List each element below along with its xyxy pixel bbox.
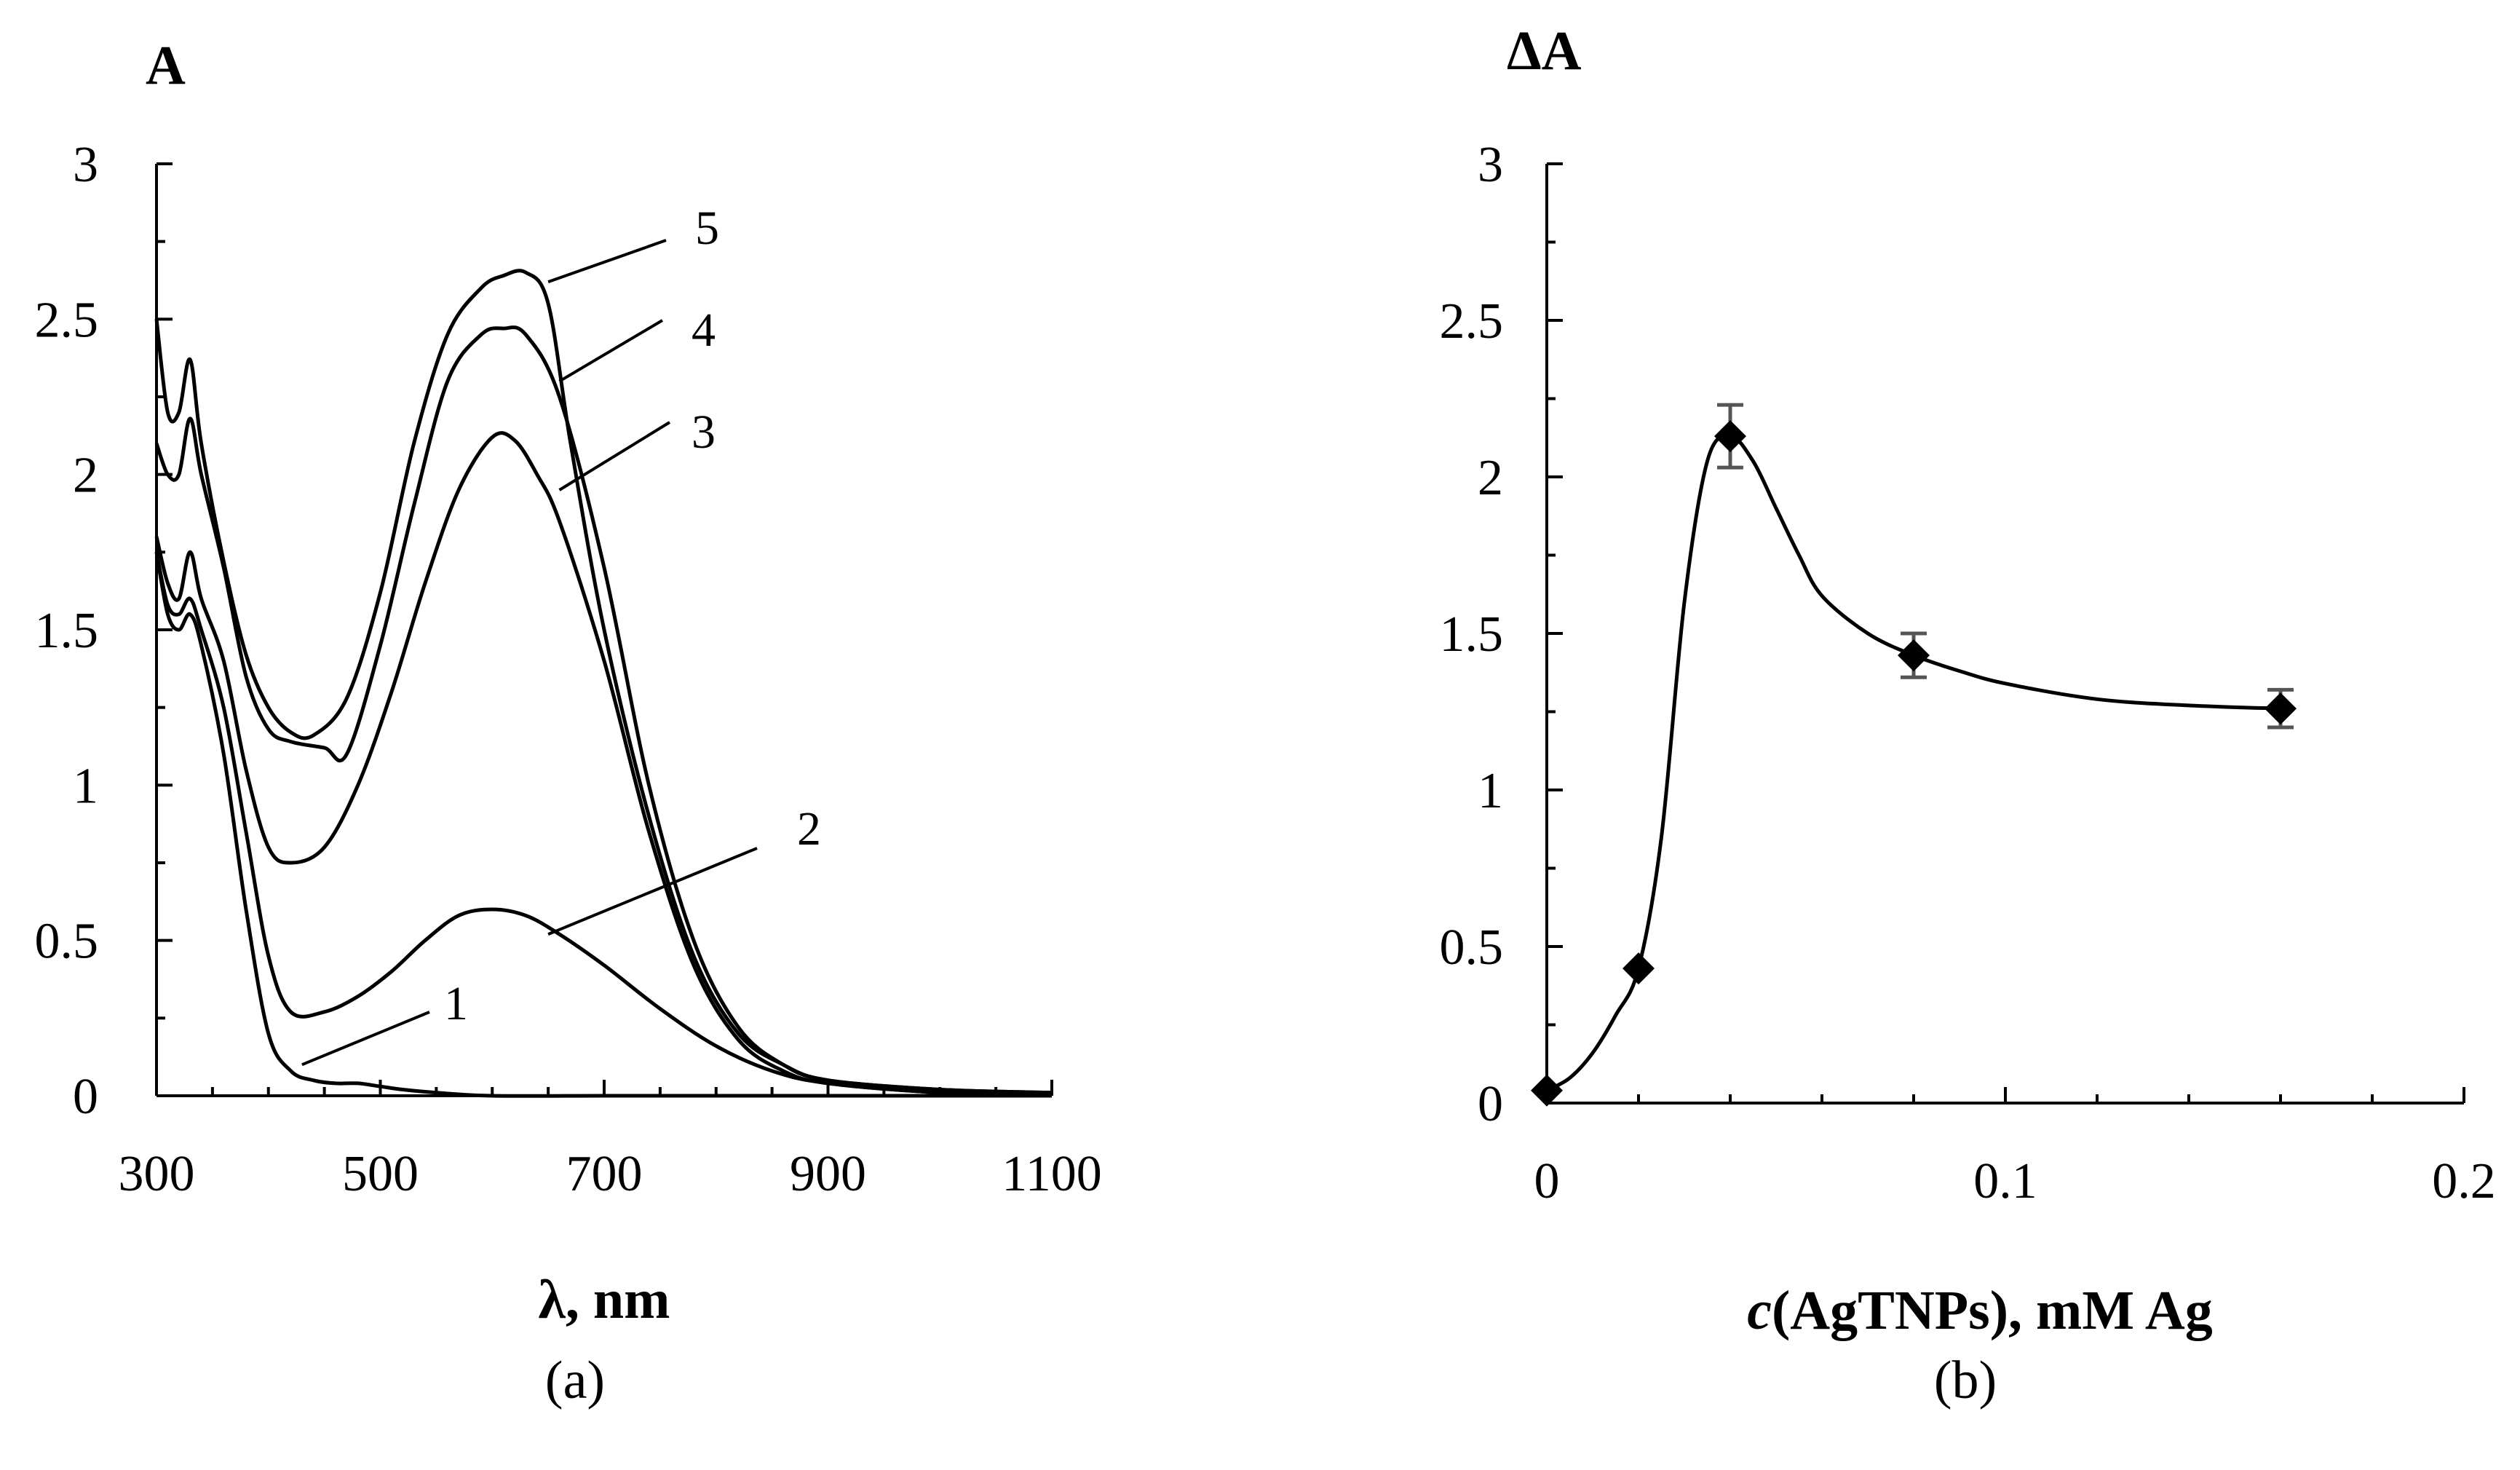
data-point-marker xyxy=(1622,952,1655,985)
y-tick-label-a: 3 xyxy=(73,137,98,193)
y-tick-label-a: 0 xyxy=(73,1069,98,1125)
y-tick-label-b: 2 xyxy=(1478,450,1503,506)
panel-b-caption: (b) xyxy=(1934,1351,1997,1410)
data-point-marker xyxy=(1898,639,1930,672)
series-2-leader xyxy=(547,847,758,936)
y-tick-label-a: 1 xyxy=(73,758,98,814)
y-tick-label-a: 2.5 xyxy=(35,292,99,348)
series-1-label: 1 xyxy=(444,977,468,1030)
series-2-label: 2 xyxy=(797,802,821,855)
y-axis-title-b: ΔA xyxy=(1507,20,1582,82)
series-3-label: 3 xyxy=(692,406,716,459)
series-5-line xyxy=(154,269,1053,1095)
panel-a-spectra-chart: 0 0.5 1 1.5 2 2.5 3 300 500 700 900 1100 Aλ, nm 1 2 3 4 5 xyxy=(35,35,1102,1330)
y-tick-label-b: 0 xyxy=(1478,1076,1503,1132)
x-axis-title-b-rest: (AgTNPs), mM Ag xyxy=(1772,1280,2213,1341)
x-tick-label-b: 0.1 xyxy=(1973,1153,2037,1209)
x-tick-label-b: 0 xyxy=(1534,1153,1560,1209)
data-point-marker xyxy=(2265,692,2297,725)
x-tick-label-a: 500 xyxy=(342,1146,419,1202)
fit-curve-b xyxy=(1545,434,2281,1093)
series-4-leader xyxy=(558,319,664,383)
y-tick-label-b: 3 xyxy=(1478,137,1503,193)
y-tick-label-a: 2 xyxy=(73,448,98,504)
series-2-line xyxy=(154,551,1053,1098)
data-point-marker xyxy=(1531,1074,1563,1107)
y-tick-label-b: 2.5 xyxy=(1440,293,1504,349)
x-tick-label-a: 700 xyxy=(566,1146,643,1202)
y-tick-label-a: 0.5 xyxy=(35,914,99,970)
series-1-leader xyxy=(301,1011,430,1067)
panel-b-delta-absorbance-chart: 0 0.5 1 1.5 2 2.5 3 0 0.1 0.2 ΔA c(AgTNPs), mM Ag xyxy=(1440,20,2496,1341)
y-axis-title-a: A xyxy=(146,35,186,96)
series-3-line xyxy=(154,431,1053,1098)
x-axis-title-a: λ, nm xyxy=(539,1269,670,1330)
series-1-line xyxy=(154,551,1052,1098)
y-tick-label-a: 1.5 xyxy=(35,603,99,659)
y-tick-label-b: 0.5 xyxy=(1440,920,1504,976)
x-tick-label-b: 0.2 xyxy=(2432,1153,2496,1209)
x-tick-label-a: 900 xyxy=(790,1146,866,1202)
y-tick-label-b: 1.5 xyxy=(1440,606,1504,663)
data-point-marker xyxy=(1714,420,1746,453)
series-5-leader xyxy=(547,239,667,284)
series-4-line xyxy=(154,325,1053,1095)
series-5-label: 5 xyxy=(695,202,719,255)
y-tick-label-b: 1 xyxy=(1478,763,1503,819)
x-tick-label-a: 1100 xyxy=(1002,1146,1101,1202)
x-axis-title-b-italic: c xyxy=(1747,1280,1772,1341)
panel-a-caption: (a) xyxy=(545,1351,605,1410)
series-4-label: 4 xyxy=(692,304,716,357)
x-tick-label-a: 300 xyxy=(119,1146,195,1202)
x-axis-title-b: c(AgTNPs), mM Ag xyxy=(1747,1280,2213,1341)
